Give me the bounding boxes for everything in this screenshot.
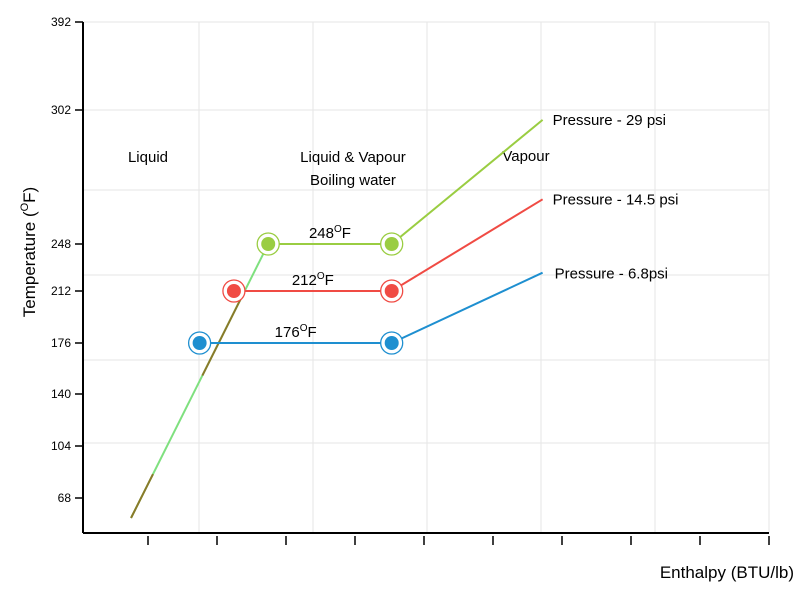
boiling-label-unit-2: F bbox=[307, 324, 316, 341]
y-tick-label-68: 68 bbox=[58, 491, 72, 505]
region-label-0-0: Liquid bbox=[128, 149, 168, 166]
boiling-label-sup-1: O bbox=[317, 271, 325, 282]
boiling-label-1: 212OF bbox=[292, 271, 334, 289]
region-label-1-0: Liquid & Vapour bbox=[300, 149, 406, 166]
boiling-label-unit-1: F bbox=[325, 272, 334, 289]
y-tick-label-392: 392 bbox=[51, 15, 71, 29]
series-name-2: Pressure - 6.8psi bbox=[555, 266, 668, 283]
y-tick-label-140: 140 bbox=[51, 387, 71, 401]
boiling-label-sup-0: O bbox=[334, 224, 342, 235]
marker-dot-0-1 bbox=[384, 237, 399, 251]
marker-dot-1-1 bbox=[384, 284, 399, 298]
axes bbox=[82, 22, 769, 534]
boiling-label-unit-0: F bbox=[342, 225, 351, 242]
y-tick-label-212: 212 bbox=[51, 284, 71, 298]
x-axis-label: Enthalpy (BTU/lb) bbox=[660, 563, 794, 582]
marker-dot-2-0 bbox=[192, 336, 207, 350]
x-ticks bbox=[147, 536, 770, 545]
marker-dot-0-0 bbox=[261, 237, 276, 251]
y-tick-label-104: 104 bbox=[51, 439, 71, 453]
y-ticks: 392 302 248 212 176 140 104 68 bbox=[51, 15, 83, 505]
y-axis-label-sup: O bbox=[19, 202, 31, 211]
grid bbox=[83, 21, 770, 533]
boiling-label-value-0: 248 bbox=[309, 225, 334, 242]
region-label-2-0: Vapour bbox=[502, 148, 549, 165]
series-name-1: Pressure - 14.5 psi bbox=[553, 191, 679, 208]
boiling-label-value-1: 212 bbox=[292, 272, 317, 289]
boiling-label-0: 248OF bbox=[309, 224, 351, 242]
y-tick-label-302: 302 bbox=[51, 103, 71, 117]
boiling-label-sup-2: O bbox=[300, 323, 308, 334]
liquid-overlap-mid bbox=[201, 298, 242, 376]
y-axis-label-rest: F) bbox=[20, 187, 39, 203]
marker-dot-2-1 bbox=[384, 336, 399, 350]
y-axis-label-main: Temperature ( bbox=[20, 211, 39, 317]
y-axis-label: Temperature (OF) bbox=[19, 187, 39, 317]
series-name-0: Pressure - 29 psi bbox=[553, 112, 666, 129]
region-label-1-1: Boiling water bbox=[310, 172, 396, 189]
region-labels: Liquid Liquid & Vapour Boiling water Vapour bbox=[128, 148, 550, 189]
y-tick-label-176: 176 bbox=[51, 336, 71, 350]
series-line-2 bbox=[199, 271, 544, 344]
marker-dot-1-0 bbox=[226, 284, 241, 298]
boiling-label-value-2: 176 bbox=[275, 324, 300, 341]
y-tick-label-248: 248 bbox=[51, 237, 71, 251]
boiling-label-2: 176OF bbox=[275, 323, 317, 341]
liquid-overlap-low bbox=[130, 473, 154, 519]
marker-group bbox=[187, 232, 404, 355]
